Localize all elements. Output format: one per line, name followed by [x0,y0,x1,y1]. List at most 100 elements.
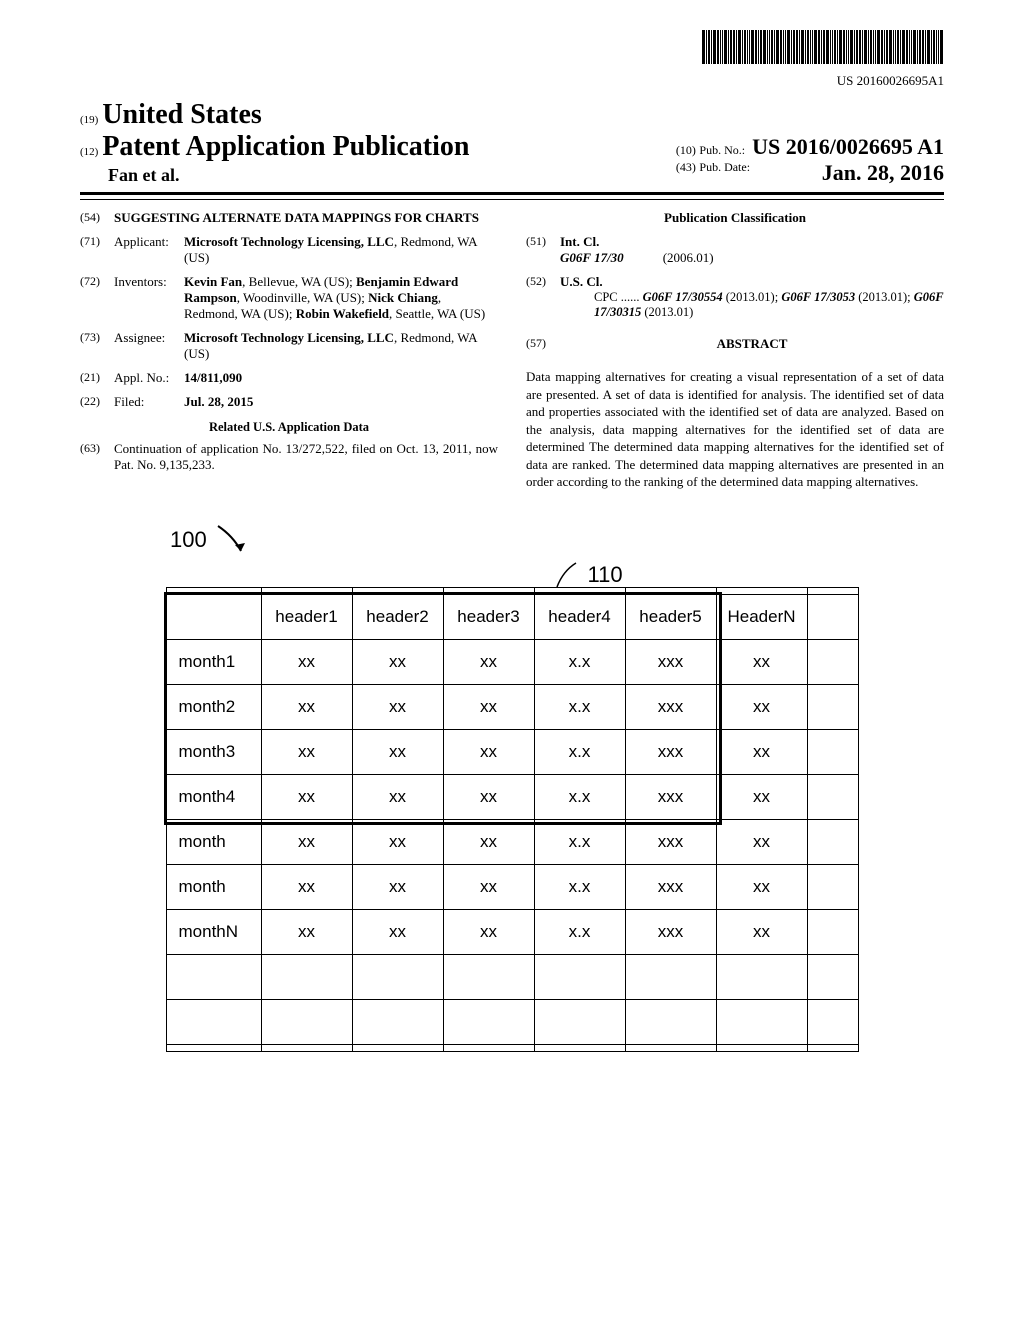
table-cell: xxx [625,684,716,729]
applicant-name: Microsoft Technology Licensing, LLC [184,234,394,249]
table-cell: xx [261,639,352,684]
assignee-value: Microsoft Technology Licensing, LLC, Red… [184,330,498,362]
table-cell: xx [352,909,443,954]
cpc-line: CPC ...... G06F 17/30554 (2013.01); G06F… [594,290,944,320]
pubno-label: Pub. No.: [699,143,745,157]
table-cell: xx [716,864,807,909]
table-cell: xx [716,684,807,729]
assignee-name: Microsoft Technology Licensing, LLC [184,330,394,345]
table-cell [807,819,858,864]
table-cell [261,954,352,999]
biblio-left: (54) SUGGESTING ALTERNATE DATA MAPPINGS … [80,210,498,491]
biblio-right: Publication Classification (51) Int. Cl.… [526,210,944,491]
table-row-label: month [166,864,261,909]
table-cell: xx [261,864,352,909]
table-cell: x.x [534,729,625,774]
table-cell: xxx [625,819,716,864]
table-cell: xx [261,684,352,729]
table-cell: xxx [625,639,716,684]
applno-code: (21) [80,370,114,386]
biblio: (54) SUGGESTING ALTERNATE DATA MAPPINGS … [80,210,944,491]
table-cell: xx [352,864,443,909]
table-cell [807,729,858,774]
table-cell: xx [261,819,352,864]
table-cell [443,999,534,1044]
intcl-date: (2006.01) [663,250,714,265]
table-cell: xx [261,729,352,774]
table-cell [807,999,858,1044]
inventor-1: Kevin Fan [184,274,242,289]
table-cell [352,999,443,1044]
pubdate-code: (43) [676,160,696,174]
barcode [702,30,944,64]
header-right: (10) Pub. No.: US 2016/0026695 A1 (43) P… [676,134,944,186]
table-cell: xx [352,819,443,864]
continuation-code: (63) [80,441,114,473]
ref-100: 100 [170,521,944,561]
table-cell: xx [352,639,443,684]
pubdate-label: Pub. Date: [699,160,750,174]
cpc-2: G06F 17/3053 [781,290,855,304]
pubno: US 2016/0026695 A1 [752,134,944,159]
table-row-label: month4 [166,774,261,819]
table-row-label: month1 [166,639,261,684]
table-cell [261,999,352,1044]
table-header: HeaderN [716,594,807,639]
table-row-label: monthN [166,909,261,954]
pubclass-heading: Publication Classification [526,210,944,226]
table-cell: xx [352,774,443,819]
applno: 14/811,090 [184,370,498,386]
table-cell: xx [716,639,807,684]
applicant-value: Microsoft Technology Licensing, LLC, Red… [184,234,498,266]
title-code: (54) [80,210,114,226]
rule-heavy [80,192,944,195]
ref-110-label: 110 [588,562,623,587]
first-author-line: Fan et al. [108,165,469,186]
table-cell: xx [443,684,534,729]
table-header: header4 [534,594,625,639]
table-header: header1 [261,594,352,639]
pubno-code: (10) [676,143,696,157]
table-cell [807,774,858,819]
table-cell: xx [352,684,443,729]
rule-thin [80,199,944,200]
cpc-1: G06F 17/30554 [643,290,723,304]
table-cell [443,954,534,999]
country: United States [102,99,261,130]
table-header: header3 [443,594,534,639]
uscl-block: U.S. Cl. CPC ...... G06F 17/30554 (2013.… [560,274,944,320]
inventors-label: Inventors: [114,274,184,322]
table-header [166,594,261,639]
table-header: header5 [625,594,716,639]
header-left: (19) United States (12) Patent Applicati… [80,99,469,186]
doctype: Patent Application Publication [102,131,469,162]
table-cell [625,999,716,1044]
table-header [807,594,858,639]
inventors-value: Kevin Fan, Bellevue, WA (US); Benjamin E… [184,274,498,322]
table-row-label: month2 [166,684,261,729]
abstract-code: (57) [526,336,560,360]
inventor-3: Nick Chiang [368,290,438,305]
table-cell [534,954,625,999]
table-cell [534,999,625,1044]
table-cell: xx [716,819,807,864]
figure-table-wrap: header1header2header3header4header5Heade… [166,587,859,1052]
abstract-text: Data mapping alternatives for creating a… [526,368,944,491]
table-cell: xx [443,909,534,954]
table-row-label [166,999,261,1044]
table-cell: x.x [534,684,625,729]
table-cell [807,639,858,684]
table-row-label: month3 [166,729,261,774]
header-row: (19) United States (12) Patent Applicati… [80,99,944,186]
table-cell: xx [443,864,534,909]
table-cell: x.x [534,639,625,684]
table-cell: xxx [625,774,716,819]
filed-date: Jul. 28, 2015 [184,394,498,410]
table-cell [625,954,716,999]
table-cell: xxx [625,729,716,774]
inventors-code: (72) [80,274,114,322]
assignee-label: Assignee: [114,330,184,362]
related-app-heading: Related U.S. Application Data [80,420,498,435]
table-cell [716,954,807,999]
table-cell: xx [716,729,807,774]
